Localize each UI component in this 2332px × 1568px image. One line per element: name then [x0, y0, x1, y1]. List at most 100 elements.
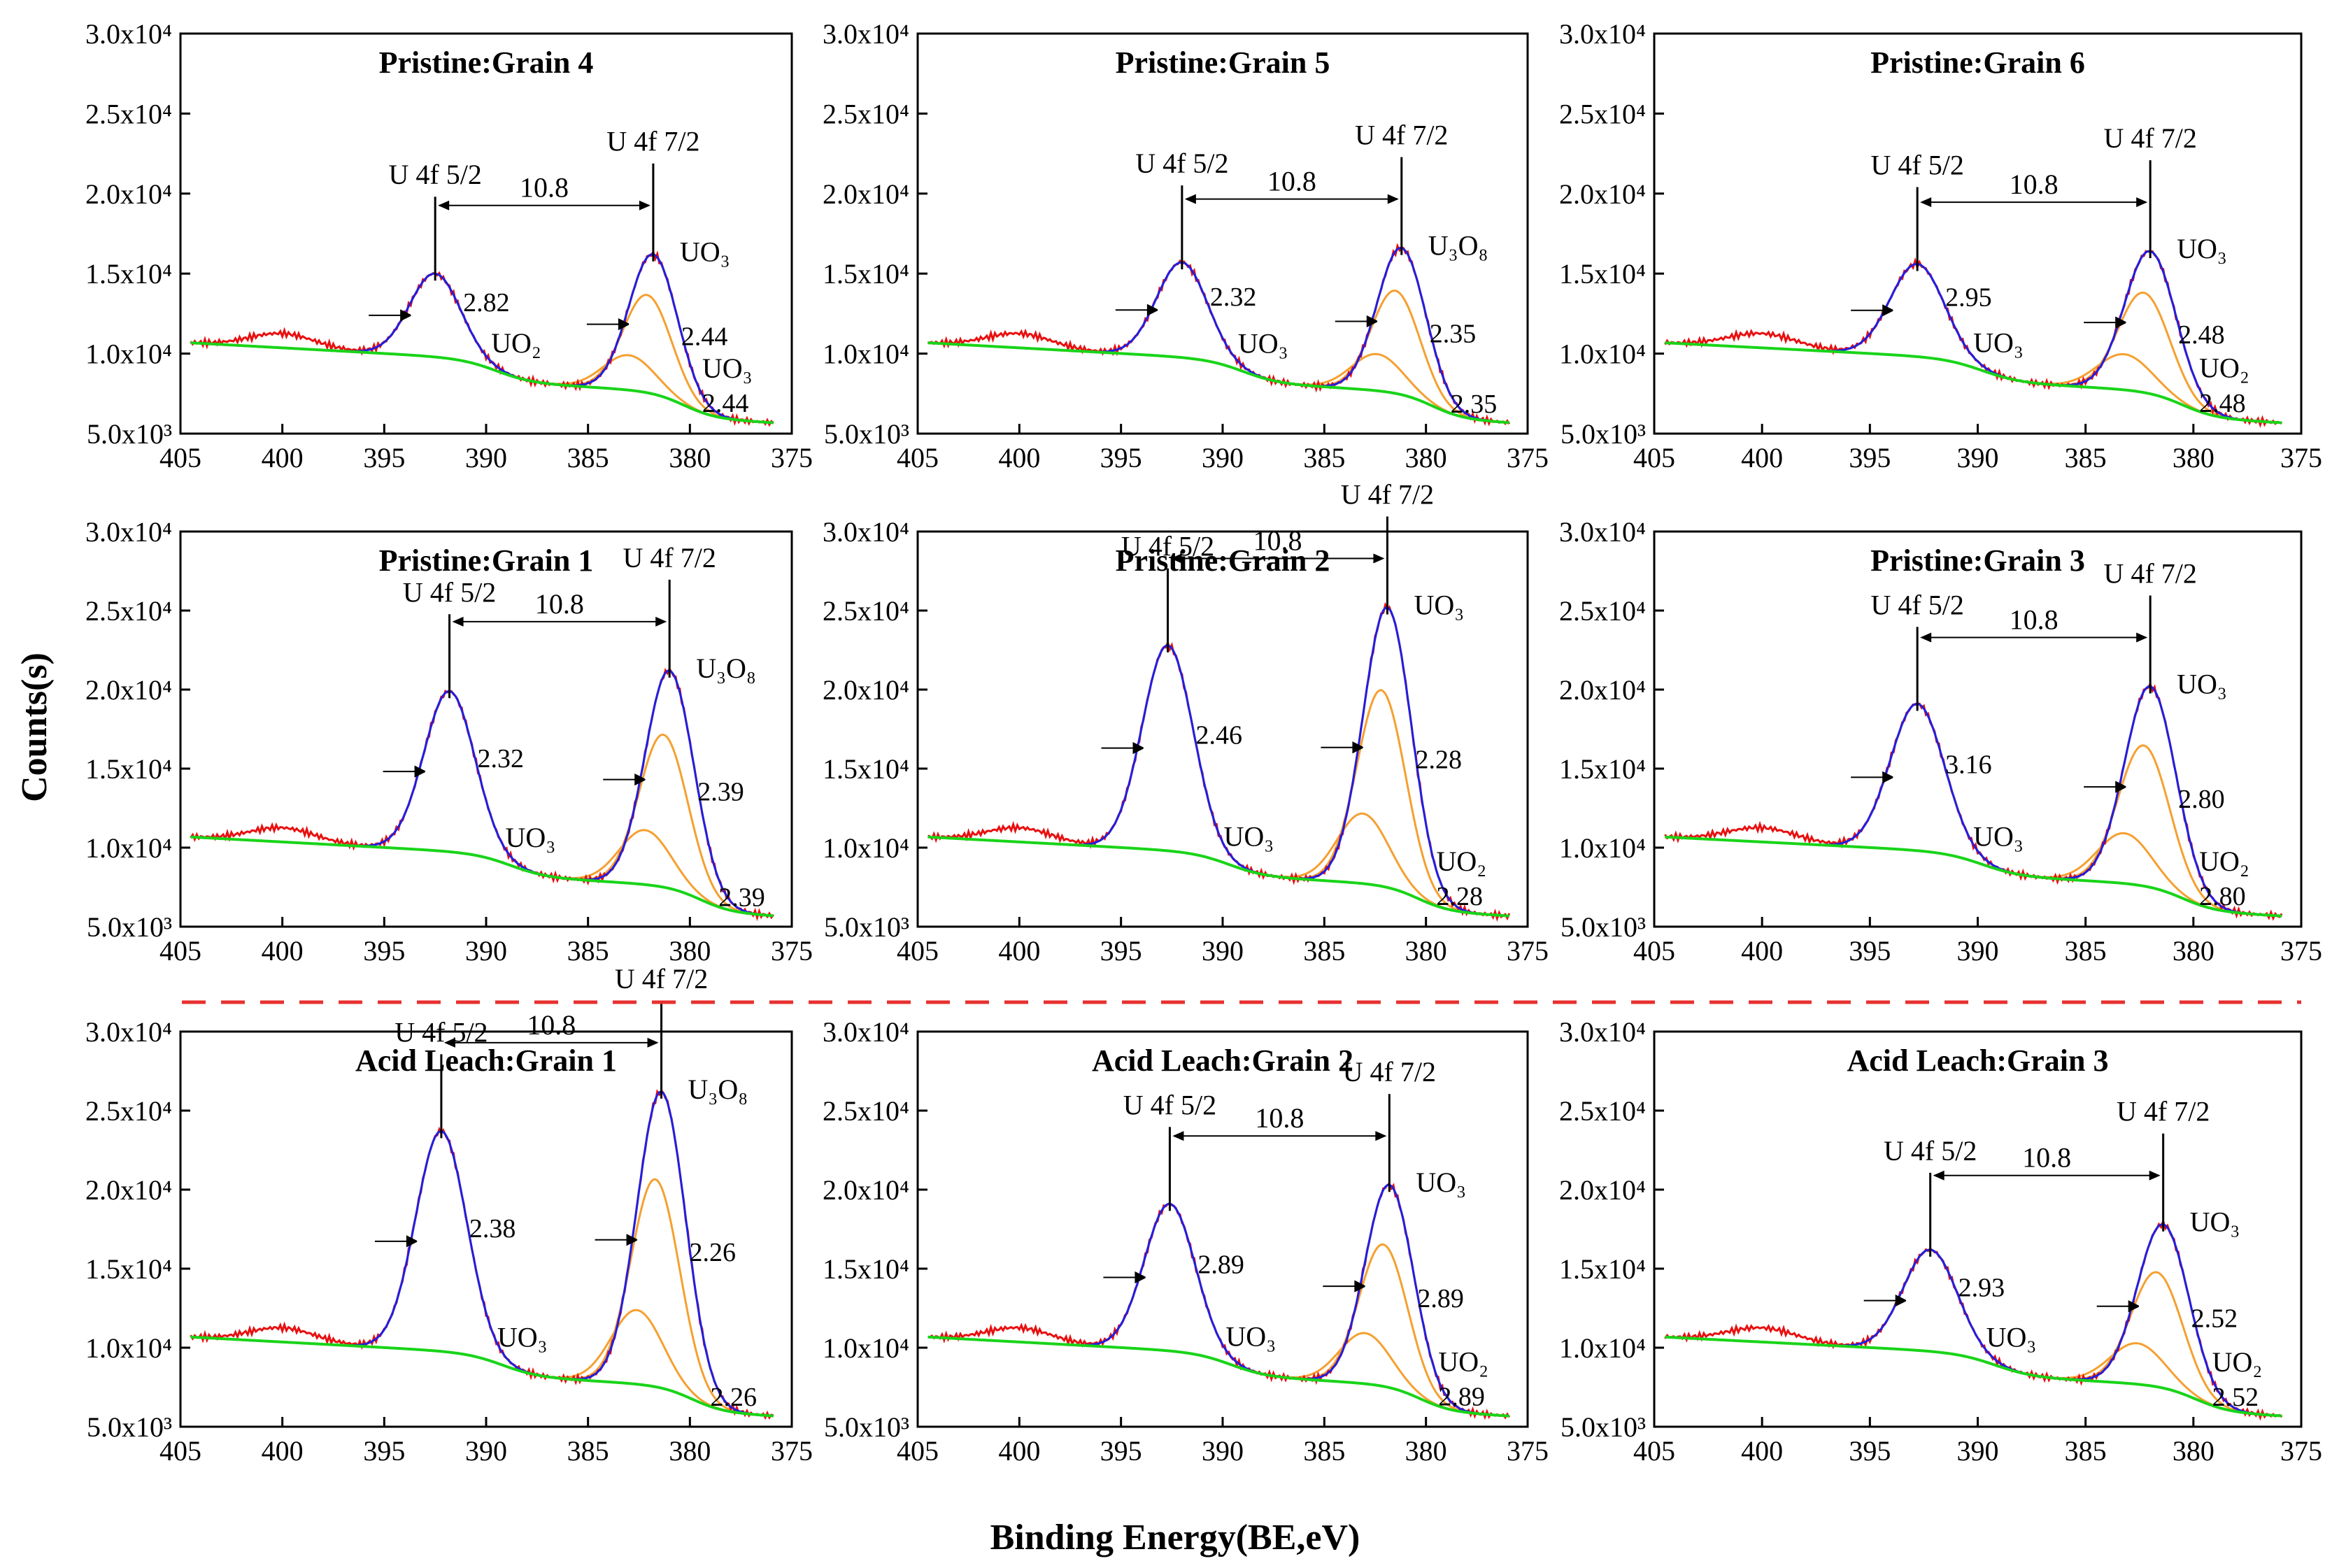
- y-tick-label: 5.0x10³: [1560, 1411, 1646, 1443]
- y-tick-label: 2.0x10⁴: [1559, 1174, 1646, 1206]
- background-curve: [190, 1335, 774, 1418]
- x-tick-label: 400: [262, 1435, 304, 1467]
- separation-value: 10.8: [1253, 525, 1302, 556]
- panel-title: Acid Leach:Grain 1: [355, 1043, 617, 1078]
- species-label: U₃O₈: [688, 1074, 748, 1105]
- y-tick-label: 3.0x10⁴: [823, 516, 909, 548]
- y-tick-label: 2.5x10⁴: [823, 1095, 909, 1127]
- fwhm-label: 2.48: [2178, 320, 2225, 350]
- y-tick-label: 2.5x10⁴: [85, 98, 172, 129]
- separation-value: 10.8: [1255, 1102, 1304, 1134]
- fwhm-label: 2.39: [697, 778, 744, 807]
- x-tick-label: 390: [465, 935, 507, 967]
- fwhm-label: 2.44: [681, 322, 728, 352]
- x-tick-label: 395: [1849, 935, 1891, 967]
- panel-8: 405 400 395 390 385 380 375 5.0x10³ 1.0x10⁴ 1.5x1…: [823, 1016, 1549, 1467]
- y-tick-label: 2.5x10⁴: [85, 1095, 172, 1127]
- label-u4f-5-2: U 4f 5/2: [1135, 148, 1228, 179]
- panel-title: Pristine:Grain 5: [1116, 45, 1330, 80]
- species-label: U₃O₈: [696, 653, 756, 684]
- y-tick-label: 2.0x10⁴: [85, 1174, 172, 1206]
- y-tick-label: 5.0x10³: [1560, 911, 1646, 943]
- species-label: UO₂: [491, 327, 541, 359]
- panel-title: Acid Leach:Grain 2: [1092, 1043, 1353, 1078]
- y-tick-label: 3.0x10⁴: [85, 516, 172, 548]
- fwhm-label: 2.28: [1436, 882, 1483, 911]
- fwhm-label: 2.32: [478, 744, 525, 774]
- x-tick-label: 405: [897, 442, 939, 473]
- plot-frame: [179, 32, 793, 435]
- separation-value: 10.8: [527, 1009, 576, 1041]
- x-tick-label: 405: [897, 1435, 939, 1467]
- x-tick-label: 390: [1957, 442, 1999, 473]
- background-curve: [927, 341, 1509, 425]
- y-tick-label: 2.0x10⁴: [823, 1174, 909, 1206]
- x-tick-label: 380: [2173, 442, 2214, 473]
- fwhm-arrow: [1321, 741, 1363, 754]
- x-tick-label: 390: [1957, 935, 1999, 967]
- x-tick-label: 380: [2173, 935, 2214, 967]
- species-label: UO₃: [702, 352, 753, 384]
- x-tick-label: 400: [262, 442, 304, 473]
- fit-envelope: [927, 247, 1509, 424]
- x-tick-label: 375: [771, 442, 813, 473]
- y-tick-label: 1.5x10⁴: [823, 753, 909, 785]
- fwhm-label: 2.39: [718, 883, 765, 913]
- component-curve-uo3: [927, 341, 1509, 424]
- y-axis-label: Counts(s): [15, 653, 55, 802]
- species-label: UO₃: [1973, 327, 2024, 358]
- fwhm-arrow: [383, 765, 426, 778]
- fwhm-arrow: [2084, 781, 2126, 793]
- x-tick-label: 375: [2280, 1435, 2322, 1467]
- species-label: UO₂: [2212, 1346, 2263, 1378]
- fwhm-arrow: [1103, 1271, 1146, 1284]
- y-tick-label: 3.0x10⁴: [1559, 1016, 1646, 1048]
- x-tick-label: 395: [1100, 1435, 1142, 1467]
- y-tick-label: 1.0x10⁴: [1559, 338, 1646, 370]
- x-tick-label: 400: [1741, 935, 1783, 967]
- fwhm-label: 2.46: [1196, 721, 1243, 750]
- fwhm-label: 3.16: [1945, 750, 1992, 779]
- label-u4f-5-2: U 4f 5/2: [1871, 589, 1964, 620]
- species-label: U₃O₈: [1428, 230, 1488, 262]
- background-curve: [1665, 1335, 2282, 1418]
- separation-value: 10.8: [2010, 169, 2059, 200]
- separation-value: 10.8: [535, 588, 584, 620]
- x-tick-label: 405: [897, 935, 939, 967]
- y-tick-label: 2.5x10⁴: [823, 595, 909, 627]
- x-tick-label: 390: [465, 442, 507, 473]
- y-tick-label: 1.5x10⁴: [85, 1253, 172, 1285]
- separation-value: 10.8: [2022, 1142, 2071, 1174]
- fit-envelope: [190, 1090, 774, 1418]
- fwhm-label: 2.35: [1430, 319, 1477, 348]
- y-tick-label: 3.0x10⁴: [85, 18, 172, 50]
- x-tick-label: 390: [1957, 1435, 1999, 1467]
- y-tick-label: 2.0x10⁴: [823, 178, 909, 210]
- fwhm-label: 2.82: [463, 288, 510, 318]
- y-tick-label: 1.0x10⁴: [1559, 832, 1646, 864]
- fwhm-arrow: [2096, 1300, 2140, 1313]
- fwhm-arrow: [1115, 304, 1158, 316]
- x-tick-label: 395: [363, 1435, 405, 1467]
- panel-title: Pristine:Grain 6: [1870, 45, 2085, 80]
- x-tick-label: 405: [1633, 442, 1675, 473]
- species-label: UO₂: [2199, 846, 2249, 877]
- x-tick-label: 395: [363, 442, 405, 473]
- y-tick-label: 1.0x10⁴: [823, 832, 909, 864]
- x-tick-label: 385: [1303, 935, 1345, 967]
- x-tick-label: 385: [567, 1435, 609, 1467]
- species-label: UO₃: [680, 236, 730, 268]
- y-tick-label: 2.5x10⁴: [1559, 595, 1646, 627]
- fwhm-label: 2.28: [1415, 746, 1462, 775]
- panel-title: Pristine:Grain 4: [379, 45, 594, 80]
- x-tick-label: 375: [1507, 935, 1549, 967]
- x-tick-label: 385: [2065, 935, 2107, 967]
- component-curve-uo3: [190, 341, 774, 424]
- y-tick-label: 1.5x10⁴: [1559, 1253, 1646, 1285]
- fwhm-label: 2.80: [2178, 785, 2225, 814]
- label-u4f-7-2: U 4f 7/2: [1355, 120, 1448, 151]
- component-curve-uo3: [1665, 1336, 2282, 1418]
- plot-frame: [916, 1030, 1529, 1428]
- fwhm-arrow: [586, 318, 630, 331]
- y-tick-label: 2.5x10⁴: [85, 595, 172, 627]
